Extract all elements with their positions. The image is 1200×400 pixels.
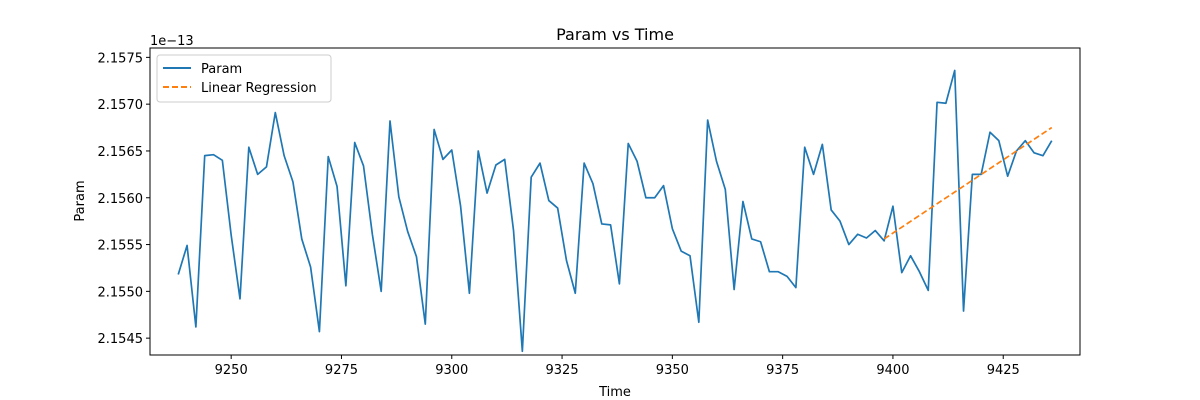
legend-label-param: Param (201, 62, 242, 77)
y-offset-label: 1e−13 (150, 34, 194, 49)
y-tick-label: 2.1560 (98, 192, 144, 207)
legend-label-linear-regression: Linear Regression (201, 81, 317, 96)
x-tick-label: 9250 (215, 363, 248, 378)
legend: Param Linear Regression (156, 54, 332, 103)
x-tick-label: 9300 (435, 363, 468, 378)
y-tick-label: 2.1545 (98, 332, 144, 347)
x-tick-label: 9275 (325, 363, 358, 378)
y-tick-label: 2.1570 (98, 98, 144, 113)
x-axis-label: Time (598, 385, 631, 400)
y-tick-label: 2.1550 (98, 285, 144, 300)
series-linear-regression-line (883, 126, 1053, 240)
y-tick-label: 2.1575 (98, 51, 144, 66)
y-axis-label: Param (73, 180, 88, 221)
x-axis: 9250 9275 9300 9325 9350 9375 9400 9425 (215, 355, 1020, 378)
series-param-line (177, 69, 1053, 353)
series-layer (177, 69, 1053, 353)
chart-title: Param vs Time (556, 25, 674, 44)
y-tick-label: 2.1565 (98, 145, 144, 160)
plot-frame (149, 47, 1081, 356)
x-tick-label: 9325 (546, 363, 579, 378)
legend-box (156, 54, 332, 103)
x-tick-label: 9400 (876, 363, 909, 378)
y-tick-label: 2.1555 (98, 239, 144, 254)
x-tick-label: 9350 (656, 363, 689, 378)
x-tick-label: 9425 (987, 363, 1020, 378)
x-tick-label: 9375 (766, 363, 799, 378)
y-axis: 2.1545 2.1550 2.1555 2.1560 2.1565 2.1570 2.15… (98, 51, 150, 347)
